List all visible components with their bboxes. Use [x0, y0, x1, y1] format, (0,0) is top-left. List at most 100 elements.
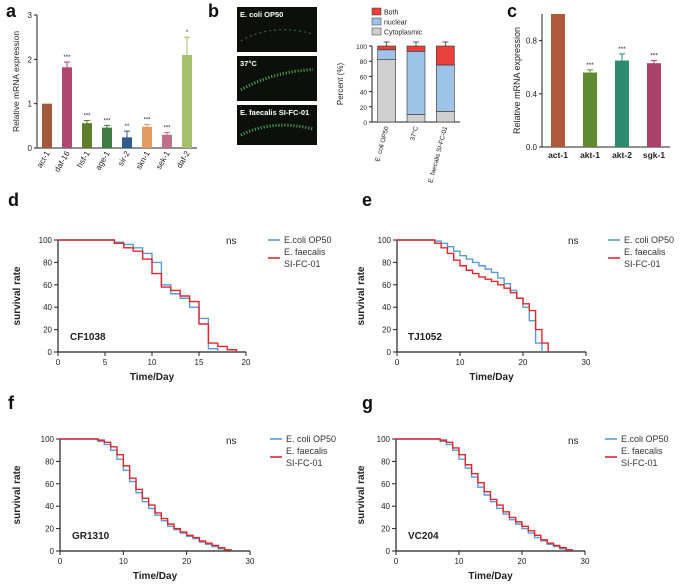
y-tick-label: 80 — [382, 258, 391, 267]
y-tick-label: 80 — [381, 457, 390, 466]
y-tick-label: 100 — [356, 44, 367, 51]
bar — [102, 127, 112, 148]
x-tick-label: 15 — [195, 358, 204, 367]
y-tick-label: 80 — [43, 258, 52, 267]
panel-letter-b: b — [208, 1, 219, 21]
x-axis-label: Time/Day — [133, 571, 178, 582]
y-tick-label: 0 — [50, 547, 55, 556]
significance-mark: *** — [163, 125, 171, 131]
legend-label: SI-FC-01 — [621, 458, 658, 468]
y-tick-label: 40 — [381, 502, 390, 511]
y-tick-label: 3 — [28, 11, 33, 20]
strain-label: GR1310 — [72, 531, 110, 542]
stat-label: ns — [226, 436, 237, 447]
micrograph-label: E. coli OP50 — [240, 10, 283, 19]
x-tick-label: sgk-1 — [643, 150, 665, 160]
x-tick-label: E. coli OP50 — [374, 125, 390, 162]
y-tick-label: 60 — [43, 281, 52, 290]
significance-mark: *** — [650, 53, 658, 60]
x-tick-label: 37°C — [408, 125, 420, 141]
y-tick-label: 100 — [378, 236, 392, 245]
legend-swatch — [371, 7, 382, 16]
significance-mark: ** — [125, 124, 130, 130]
x-tick-label: akt-2 — [612, 150, 632, 160]
legend-label: E. coli OP50 — [624, 235, 674, 245]
x-tick-label: 0 — [395, 358, 400, 367]
y-tick-label: 40 — [382, 303, 391, 312]
legend-label: E.coli OP50 — [284, 235, 332, 245]
legend-label: Cytoplasmic — [384, 30, 423, 37]
y-tick-label: 40 — [43, 303, 52, 312]
y-tick-label: 0 — [387, 348, 392, 357]
x-tick-label: 0 — [394, 557, 399, 566]
y-tick-label: 20 — [360, 105, 368, 112]
stat-label: ns — [568, 436, 579, 447]
x-tick-label: 10 — [455, 557, 464, 566]
legend-label: SI-FC-01 — [284, 259, 321, 269]
x-tick-label: akt-1 — [580, 150, 600, 160]
y-tick-label: 80 — [45, 457, 54, 466]
panel-letter-d: d — [8, 190, 19, 210]
x-tick-label: sek-1 — [154, 149, 172, 171]
y-tick-label: 40 — [360, 90, 368, 97]
survival-curve-op50 — [397, 239, 543, 352]
stat-label: ns — [568, 236, 579, 247]
bar — [82, 123, 92, 148]
legend-label: E. faecalis — [286, 446, 328, 456]
y-tick-label: 60 — [360, 74, 368, 81]
panel-letter-a: a — [6, 1, 17, 21]
worm-fluorescence — [240, 29, 314, 42]
x-tick-label: daf-2 — [175, 149, 192, 170]
x-tick-label: 20 — [182, 557, 191, 566]
x-tick-label: sir-2 — [116, 149, 132, 167]
y-tick-label: 0.0 — [526, 143, 538, 152]
stacked-bar-segment — [406, 114, 426, 123]
y-tick-label: 60 — [45, 480, 54, 489]
x-tick-label: 10 — [148, 358, 157, 367]
bar — [142, 126, 152, 148]
x-tick-label: daf-16 — [53, 149, 72, 174]
y-tick-label: 0 — [48, 348, 53, 357]
x-tick-label: 0 — [56, 358, 61, 367]
bar — [42, 103, 52, 148]
y-axis-label: survival rate — [12, 465, 23, 524]
legend-swatch — [371, 17, 382, 26]
y-axis-label: survival rate — [12, 266, 23, 325]
x-axis-label: Time/Day — [130, 372, 175, 383]
micrograph-image — [237, 56, 317, 101]
y-tick-label: 2 — [28, 55, 33, 64]
y-tick-label: 100 — [39, 236, 53, 245]
y-tick-label: 1 — [28, 100, 33, 109]
panel-letter-g: g — [362, 393, 373, 413]
significance-mark: *** — [63, 55, 71, 61]
legend-label: E. faecalis — [624, 247, 666, 257]
y-tick-label: 60 — [381, 480, 390, 489]
y-tick-label: 20 — [382, 326, 391, 335]
x-axis-label: Time/Day — [468, 571, 513, 582]
x-tick-label: 10 — [456, 358, 465, 367]
bar — [162, 134, 172, 148]
stacked-bar-segment — [436, 45, 455, 66]
x-tick-label: 30 — [581, 557, 590, 566]
y-tick-label: 0 — [363, 120, 367, 127]
bar — [551, 14, 565, 147]
x-tick-label: 20 — [242, 358, 251, 367]
significance-mark: * — [186, 30, 189, 36]
panel-letter-c: c — [507, 1, 517, 21]
y-tick-label: 60 — [382, 281, 391, 290]
bar — [62, 67, 72, 148]
y-tick-label: 20 — [43, 326, 52, 335]
legend-swatch — [371, 27, 382, 36]
y-tick-label: 40 — [45, 502, 54, 511]
legend-label: SI-FC-01 — [286, 458, 323, 468]
panel-letter-e: e — [362, 190, 372, 210]
x-tick-label: 0 — [58, 557, 63, 566]
y-tick-label: 20 — [381, 525, 390, 534]
survival-curve-faecalis — [58, 239, 238, 352]
y-axis-label: survival rate — [356, 266, 367, 325]
significance-mark: *** — [143, 118, 151, 124]
stacked-bar-segment — [377, 49, 396, 60]
significance-mark: *** — [103, 118, 111, 124]
x-axis-label: Time/Day — [469, 372, 514, 383]
